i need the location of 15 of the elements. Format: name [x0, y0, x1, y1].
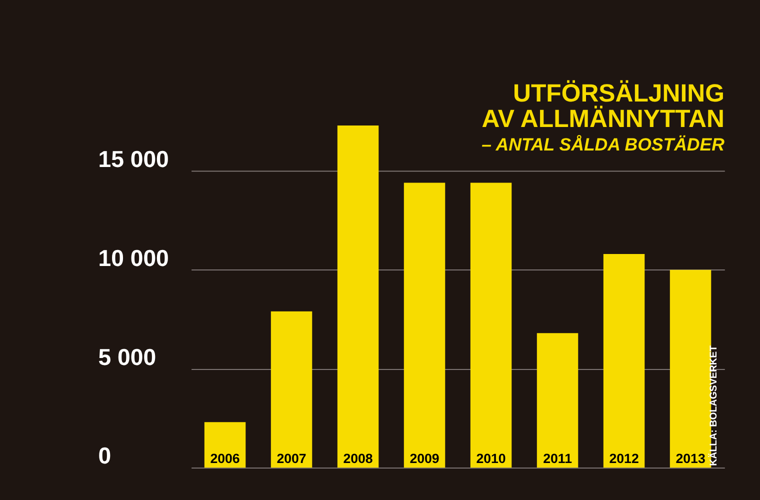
- x-tick-label: 2013: [676, 451, 706, 466]
- annotation: KÄLLA: BOLAGSVERKET: [707, 345, 720, 466]
- x-tick-label: 2009: [410, 451, 440, 466]
- x-tick-label: 2012: [609, 451, 639, 466]
- x-tick-label: 2008: [343, 451, 373, 466]
- x-tick-label: 2006: [210, 451, 240, 466]
- y-tick-label: 15 000: [98, 146, 169, 172]
- x-tick-label: 2010: [476, 451, 506, 466]
- y-tick-label: 10 000: [98, 244, 169, 271]
- x-tick-label: 2011: [543, 451, 573, 466]
- y-tick-label: 0: [98, 442, 112, 469]
- x-tick-label: 2007: [276, 451, 306, 466]
- y-tick-label: 5 000: [98, 344, 156, 370]
- text: – ANTAL SÅLDA BOSTÄDER: [482, 134, 725, 154]
- text: AV ALLMÄNNYTTAN: [482, 105, 724, 134]
